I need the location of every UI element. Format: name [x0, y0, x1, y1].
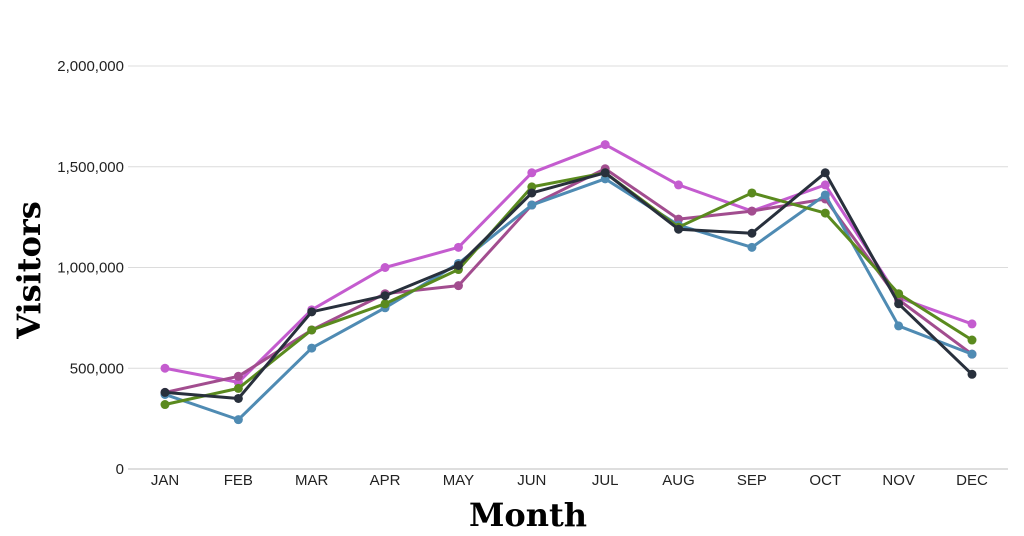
data-point [967, 335, 977, 345]
data-point [307, 307, 317, 317]
data-point [747, 242, 757, 252]
data-point [820, 190, 830, 200]
data-point [233, 415, 243, 425]
data-point [527, 168, 537, 178]
data-point [894, 289, 904, 299]
data-point [600, 168, 610, 178]
data-point [527, 188, 537, 198]
data-point [674, 180, 684, 190]
data-point [453, 242, 463, 252]
y-tick-label: 500,000 [70, 360, 124, 377]
series-layer [160, 140, 977, 425]
x-tick-label: SEP [737, 472, 767, 489]
series-line [163, 171, 974, 400]
data-point [967, 349, 977, 359]
data-point [233, 383, 243, 393]
x-axis-ticks: JAN FEB MAR APR MAY JUN JUL AUG SEP OCT NOV DEC [151, 472, 988, 489]
series-line [163, 143, 974, 384]
data-point [160, 363, 170, 373]
data-point [820, 208, 830, 218]
series-line [163, 171, 974, 407]
data-point [527, 200, 537, 210]
data-point [160, 387, 170, 397]
data-point [820, 180, 830, 190]
data-point [894, 321, 904, 331]
y-axis-title: Visitors [10, 201, 48, 340]
data-point [674, 224, 684, 234]
data-point [160, 400, 170, 410]
data-point [307, 325, 317, 335]
series-line [163, 167, 974, 394]
data-point [747, 228, 757, 238]
x-tick-label: MAY [443, 472, 474, 489]
gridlines [128, 65, 1008, 470]
y-tick-label: 0 [116, 461, 124, 478]
data-point [233, 371, 243, 381]
data-point [967, 319, 977, 329]
data-point [600, 140, 610, 150]
data-point [967, 369, 977, 379]
data-point [380, 263, 390, 272]
x-axis-title: Month [469, 496, 587, 534]
data-point [233, 393, 243, 403]
series-4 [160, 168, 977, 410]
data-point [453, 260, 463, 270]
data-point [820, 168, 830, 178]
x-tick-label: JUN [517, 472, 546, 489]
data-point [747, 188, 757, 198]
data-point [747, 206, 757, 216]
x-tick-label: AUG [662, 472, 695, 489]
x-tick-label: JAN [151, 472, 179, 489]
data-point [380, 291, 390, 301]
x-tick-label: FEB [224, 472, 253, 489]
data-point [307, 343, 317, 353]
x-tick-label: JUL [592, 472, 619, 489]
series-3 [160, 174, 977, 425]
x-tick-label: DEC [956, 472, 988, 489]
x-tick-label: NOV [882, 472, 915, 489]
data-point [894, 299, 904, 309]
series-line [163, 177, 974, 422]
series-5 [160, 168, 977, 403]
y-tick-label: 2,000,000 [57, 58, 124, 75]
series-2 [160, 164, 977, 397]
data-point [380, 299, 390, 309]
y-tick-label: 1,500,000 [57, 159, 124, 176]
x-tick-label: APR [370, 472, 401, 489]
y-axis-ticks: 0 500,000 1,000,000 1,500,000 2,000,000 [57, 58, 124, 478]
x-tick-label: MAR [295, 472, 329, 489]
y-tick-label: 1,000,000 [57, 260, 124, 277]
data-point [453, 281, 463, 291]
x-tick-label: OCT [809, 472, 841, 489]
